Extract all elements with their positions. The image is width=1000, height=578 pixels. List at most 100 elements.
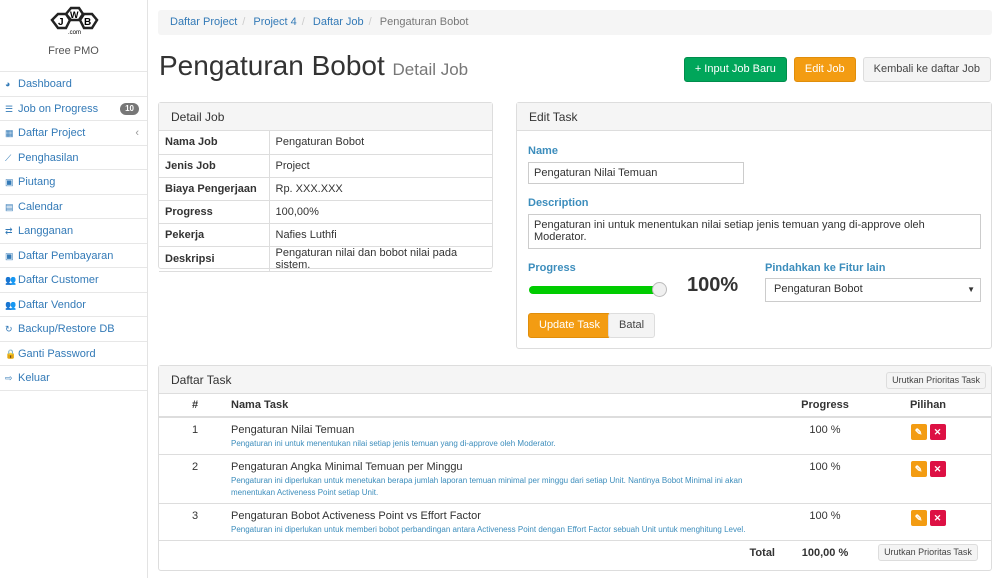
sidebar-item-daftar-pembayaran[interactable]: ▣ Daftar Pembayaran [0, 244, 147, 268]
breadcrumb-separator: / [368, 16, 372, 28]
detail-value: Nafies Luthfi [269, 223, 492, 247]
sidebar-item-label: Dashboard [18, 78, 72, 90]
sidebar-item-daftar-vendor[interactable]: 👥 Daftar Vendor [0, 293, 147, 317]
logo[interactable]: J W B .com Free PMO [0, 0, 147, 72]
count-badge: 10 [120, 102, 139, 115]
delete-icon[interactable]: ✕ [929, 510, 946, 526]
sidebar-item-penghasilan[interactable]: ⟋ Penghasilan [0, 146, 147, 170]
update-task-button[interactable]: Update Task [528, 313, 611, 338]
task-number: 3 [159, 503, 231, 541]
detail-key: Jenis Job [159, 154, 270, 178]
svg-text:W: W [70, 10, 79, 20]
progress-value: 100% [687, 274, 739, 296]
description-label: Description [528, 197, 589, 209]
sidebar-item-daftar-project[interactable]: ▦ Daftar Project ‹ [0, 121, 147, 146]
sidebar-item-label: Langganan [18, 225, 74, 237]
detail-value: Project [269, 154, 492, 178]
task-progress: 100 % [785, 503, 865, 541]
money-icon: ▣ [5, 250, 14, 261]
sidebar-item-langganan[interactable]: ⇄ Langganan [0, 219, 147, 244]
task-number: 1 [159, 417, 231, 455]
task-name: Pengaturan Bobot Activeness Point vs Eff… [231, 510, 481, 522]
detail-value: 100,00% [269, 200, 492, 224]
detail-row: Nama Job Pengaturan Bobot [159, 131, 492, 155]
move-feature-selected: Pengaturan Bobot [774, 283, 863, 295]
progress-slider[interactable] [529, 282, 667, 297]
task-name: Pengaturan Nilai Temuan [231, 424, 355, 436]
sidebar-item-label: Daftar Vendor [18, 298, 86, 311]
breadcrumb-daftar-job[interactable]: Daftar Job [312, 16, 364, 28]
total-label: Total [749, 547, 775, 559]
task-description: Pengaturan ini diperlukan untuk menetuka… [231, 476, 743, 497]
sort-priority-button-top[interactable]: Urutkan Prioritas Task [886, 372, 986, 389]
breadcrumb: Daftar Project / Project 4 / Daftar Job / P… [158, 10, 992, 35]
sidebar-item-label: Keluar [18, 372, 50, 384]
retweet-icon: ⇄ [5, 226, 13, 236]
breadcrumb-project[interactable]: Project 4 [253, 16, 297, 28]
sidebar-item-label: Penghasilan [18, 151, 79, 164]
total-value: 100,00 % [801, 547, 849, 559]
table-icon: ▦ [5, 128, 14, 138]
calendar-icon: ▤ [5, 201, 14, 212]
task-list-panel: Daftar Task Urutkan Prioritas Task # Nam… [158, 365, 992, 571]
sidebar-item-label: Backup/Restore DB [18, 323, 115, 335]
delete-icon[interactable]: ✕ [929, 424, 946, 440]
table-row: 1 Pengaturan Nilai Temuan Pengaturan ini … [159, 417, 991, 455]
edit-icon[interactable]: ✎ [910, 461, 927, 477]
jwb-logo-icon: J W B .com [49, 6, 99, 36]
detail-row: Jenis Job Project [159, 154, 492, 178]
total-row: Total 100,00 % Urutkan Prioritas Task [159, 541, 991, 566]
breadcrumb-current: Pengaturan Bobot [379, 16, 469, 28]
task-name: Pengaturan Angka Minimal Temuan per Ming… [231, 461, 463, 473]
edit-job-button[interactable]: Edit Job [793, 57, 856, 82]
task-number: 2 [159, 454, 231, 504]
col-actions: Pilihan [865, 394, 991, 418]
detail-row: Pekerja Nafies Luthfi [159, 223, 492, 247]
svg-text:J: J [58, 17, 64, 28]
col-number: # [159, 394, 231, 418]
cancel-button[interactable]: Batal [608, 313, 656, 338]
sidebar-item-label: Ganti Password [18, 347, 96, 360]
task-name-input[interactable]: Pengaturan Nilai Temuan [528, 162, 744, 184]
task-description-textarea[interactable]: Pengaturan ini untuk menentukan nilai se… [528, 214, 981, 249]
tasks-icon: ☰ [5, 103, 14, 114]
move-feature-select[interactable]: Pengaturan Bobot ▼ [765, 278, 981, 302]
sidebar-item-label: Piutang [18, 176, 56, 188]
sidebar-item-calendar[interactable]: ▤ Calendar [0, 195, 147, 219]
detail-value: Pengaturan nilai dan bobot nilai pada si… [269, 246, 492, 272]
page-title: Pengaturan Bobot Detail Job [159, 50, 468, 82]
users-icon: 👥 [5, 299, 17, 310]
chevron-left-icon[interactable]: ‹ [135, 127, 139, 139]
delete-icon[interactable]: ✕ [929, 461, 946, 477]
sidebar-item-label: Daftar Pembayaran [18, 249, 114, 262]
sidebar-item-keluar[interactable]: ⇨ Keluar [0, 366, 147, 391]
sidebar-item-dashboard[interactable]: ◕ Dashboard [0, 72, 147, 97]
detail-key: Nama Job [159, 131, 270, 155]
detail-job-panel: Detail Job Nama Job Pengaturan Bobot Jenis… [158, 102, 493, 272]
slider-handle[interactable] [652, 282, 667, 297]
sidebar-item-label: Job on Progress [18, 102, 99, 115]
detail-key: Pekerja [159, 223, 270, 247]
table-row: 2 Pengaturan Angka Minimal Temuan per Mi… [159, 454, 991, 504]
sidebar-item-backup-restore-db[interactable]: ↻ Backup/Restore DB [0, 317, 147, 342]
sidebar-item-piutang[interactable]: ▣ Piutang [0, 170, 147, 195]
edit-icon[interactable]: ✎ [910, 424, 927, 440]
sidebar-item-daftar-customer[interactable]: 👥 Daftar Customer [0, 268, 147, 293]
sidebar-item-ganti-password[interactable]: 🔒 Ganti Password [0, 342, 147, 366]
sidebar-item-label: Daftar Customer [18, 274, 99, 286]
sign-out-icon: ⇨ [5, 373, 13, 383]
detail-key: Biaya Pengerjaan [159, 177, 270, 201]
dashboard-icon: ◕ [5, 79, 11, 89]
sidebar-item-job-on-progress[interactable]: ☰ Job on Progress 10 [0, 97, 147, 121]
page-subtitle: Detail Job [392, 60, 469, 79]
back-to-job-list-button[interactable]: Kembali ke daftar Job [862, 57, 991, 82]
breadcrumb-daftar-project[interactable]: Daftar Project [170, 16, 238, 28]
refresh-icon: ↻ [5, 324, 13, 334]
task-list-title-text: Daftar Task [171, 373, 232, 387]
col-progress: Progress [785, 394, 865, 418]
move-feature-label: Pindahkan ke Fitur lain [765, 262, 886, 274]
input-job-baru-button[interactable]: + Input Job Baru [683, 57, 787, 82]
sort-priority-button-bottom[interactable]: Urutkan Prioritas Task [878, 544, 978, 561]
users-icon: 👥 [5, 275, 17, 285]
edit-icon[interactable]: ✎ [910, 510, 927, 526]
